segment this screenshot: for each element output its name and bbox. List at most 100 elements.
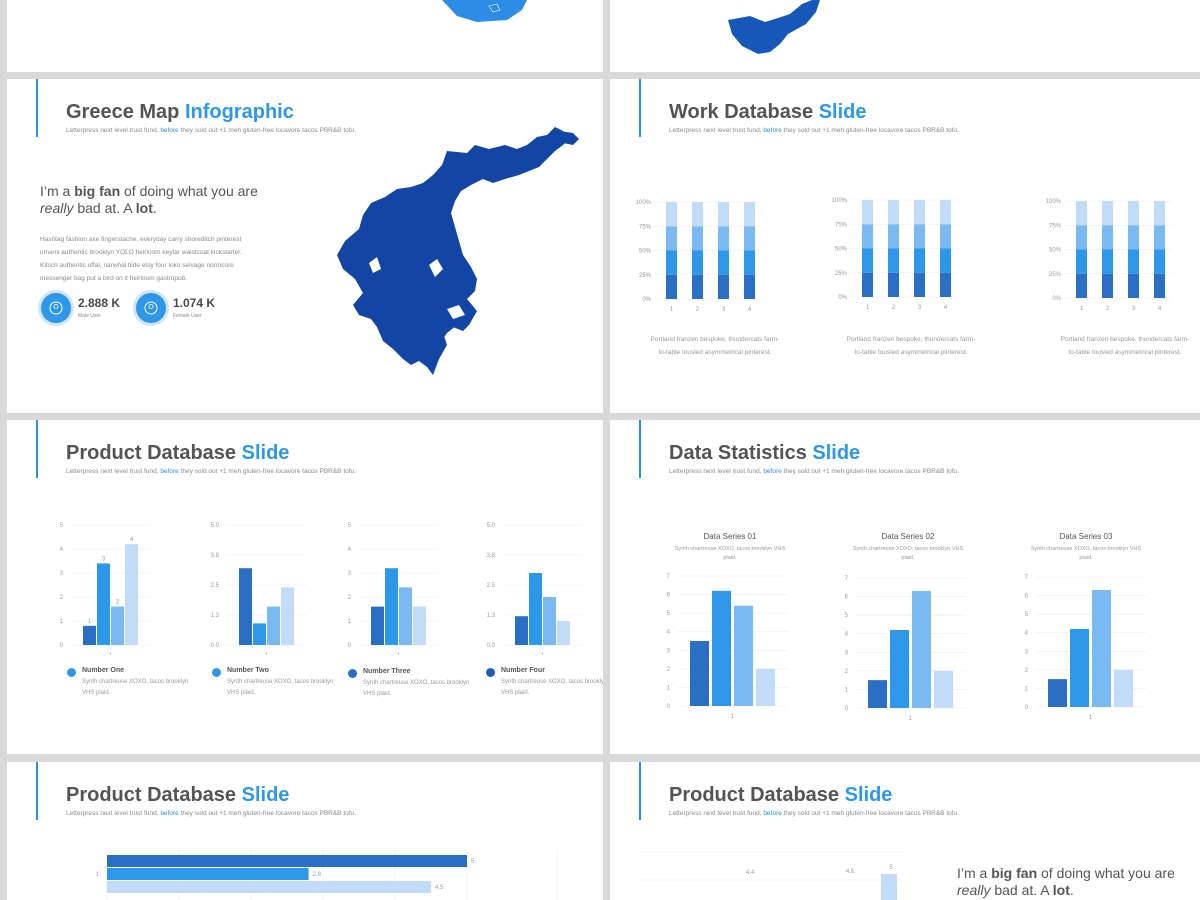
bar-chart: 0 1 2 3 4 5 6 7 1 (845, 576, 966, 722)
bar-segment (1076, 201, 1087, 226)
slide-product-database-1[interactable]: Product Database Slide Letterpress next … (7, 420, 603, 754)
y-tick-label: 1.3 (487, 613, 496, 619)
bar-segment (744, 226, 755, 251)
y-tick-label: 50% (835, 247, 848, 253)
x-tick-label: 2 (1106, 306, 1110, 312)
y-tick-label: 4 (60, 547, 64, 553)
accent-bar (36, 79, 38, 137)
accent-bar (639, 762, 641, 820)
x-tick-label: 1 (541, 653, 545, 655)
slide-map-partial-left[interactable] (7, 0, 603, 72)
bar-segment (914, 200, 925, 225)
slide-work-database[interactable]: Work Database Slide Letterpress next lev… (610, 79, 1200, 413)
data-label: 4 (130, 537, 134, 543)
bar-segment (940, 248, 951, 273)
horizontal-bar-chart: 5 2.8 4.5 1 (96, 850, 558, 900)
bar-segment (692, 226, 703, 251)
bar-segment (1128, 249, 1139, 274)
subtitle-link[interactable]: before (763, 810, 782, 817)
y-tick-label: 5.0 (487, 523, 496, 529)
legend-label: Number Two (227, 667, 269, 674)
bar (371, 606, 384, 645)
bar-chart: 0.0 1.3 2.5 3.8 5.0 1 (487, 523, 583, 655)
y-tick-label: 0% (642, 297, 651, 303)
map-fragment-left (442, 0, 527, 22)
x-tick-label: 2 (892, 305, 896, 311)
legend-label: Number One (82, 667, 125, 674)
y-tick-label: 1 (1025, 686, 1029, 692)
subtitle-link[interactable]: before (160, 468, 179, 475)
bar-segment (744, 202, 755, 227)
bar (756, 668, 775, 706)
x-tick-label: 1 (1080, 306, 1084, 312)
bar-segment (914, 224, 925, 249)
legend-description: Synth chartreuse XOXO, tacos brooklyn VH… (82, 679, 189, 696)
series-description: Synth chartreuse XOXO, tacos brooklyn VH… (1030, 546, 1142, 561)
data-label: 2 (116, 600, 120, 606)
y-tick-label: 3 (667, 648, 671, 654)
y-tick-label: 2 (60, 595, 64, 601)
y-tick-label: 3 (845, 650, 849, 656)
bar-segment (692, 274, 703, 299)
bar-segment (888, 200, 899, 225)
bar (107, 881, 431, 893)
bar-segment (1102, 225, 1113, 250)
slide-data-statistics[interactable]: Data Statistics Slide Letterpress next l… (610, 420, 1200, 754)
subtitle-link[interactable]: before (160, 127, 179, 134)
lead-text: I’m a big fan of doing what you are real… (957, 865, 1175, 898)
data-label: 2.8 (313, 872, 322, 878)
legend-label: Number Four (501, 667, 545, 674)
y-tick-label: 50% (639, 249, 652, 255)
slide-subtitle: Letterpress next level trust fund, befor… (66, 810, 356, 817)
y-tick-label: 2 (348, 595, 352, 601)
bar-segment (666, 202, 677, 227)
bar (111, 606, 124, 645)
y-tick-label: 2 (667, 667, 671, 673)
x-tick-label: 1 (731, 714, 735, 720)
bar (97, 563, 110, 645)
slide-greece-map[interactable]: Greece Map Infographic Letterpress next … (7, 79, 603, 413)
slide-product-database-2[interactable]: Product Database Slide Letterpress next … (7, 762, 603, 900)
subtitle-link[interactable]: before (160, 810, 179, 817)
bar-segment (1128, 273, 1139, 298)
y-tick-label: 5 (1025, 612, 1029, 618)
bar (934, 670, 953, 708)
y-tick-label: 0 (1025, 705, 1029, 711)
bar (107, 868, 309, 880)
bar-segment (888, 272, 899, 297)
bar-segment (718, 274, 729, 299)
y-tick-label: 6 (667, 593, 671, 599)
bar-segment (862, 248, 873, 273)
slide-map-partial-right[interactable] (610, 0, 1200, 72)
bar-segment (1154, 225, 1165, 250)
y-tick-label: 5 (348, 523, 352, 529)
y-tick-label: 7 (845, 576, 849, 582)
subtitle-link[interactable]: before (763, 468, 782, 475)
bar-segment (888, 224, 899, 249)
stat-value: 1.074 K (173, 296, 216, 310)
subtitle-link[interactable]: before (763, 127, 782, 134)
x-tick-label: 4 (1158, 306, 1162, 312)
accent-bar (36, 762, 38, 820)
y-tick-label: 5.0 (211, 523, 220, 529)
x-tick-label: 1 (265, 653, 269, 655)
bar-segment (718, 226, 729, 251)
accent-bar (639, 420, 641, 478)
bar (1092, 590, 1111, 707)
x-tick-label: 3 (1132, 306, 1136, 312)
bar-chart: 4.4 4.5 5 (640, 851, 905, 900)
y-tick-label: 1 (845, 687, 849, 693)
slide-title: Work Database Slide (669, 101, 867, 123)
bar (239, 568, 252, 645)
y-tick-label: 100% (1046, 199, 1062, 205)
bar-segment (1076, 225, 1087, 250)
x-tick-label: 1 (397, 653, 401, 655)
data-label: 4.4 (746, 870, 755, 876)
bar-chart: 0 1 2 3 4 5 6 7 1 (1025, 575, 1146, 721)
slide-subtitle: Letterpress next level trust fund, befor… (66, 468, 356, 475)
bar-chart: 0 1 2 3 4 5 6 7 1 (667, 574, 788, 720)
y-tick-label: 1.3 (211, 613, 220, 619)
y-tick-label: 75% (1049, 223, 1062, 229)
bar-chart: 0 1 2 3 4 5 1 3 2 4 1 (60, 523, 151, 655)
slide-product-database-3[interactable]: Product Database Slide Letterpress next … (610, 762, 1200, 900)
